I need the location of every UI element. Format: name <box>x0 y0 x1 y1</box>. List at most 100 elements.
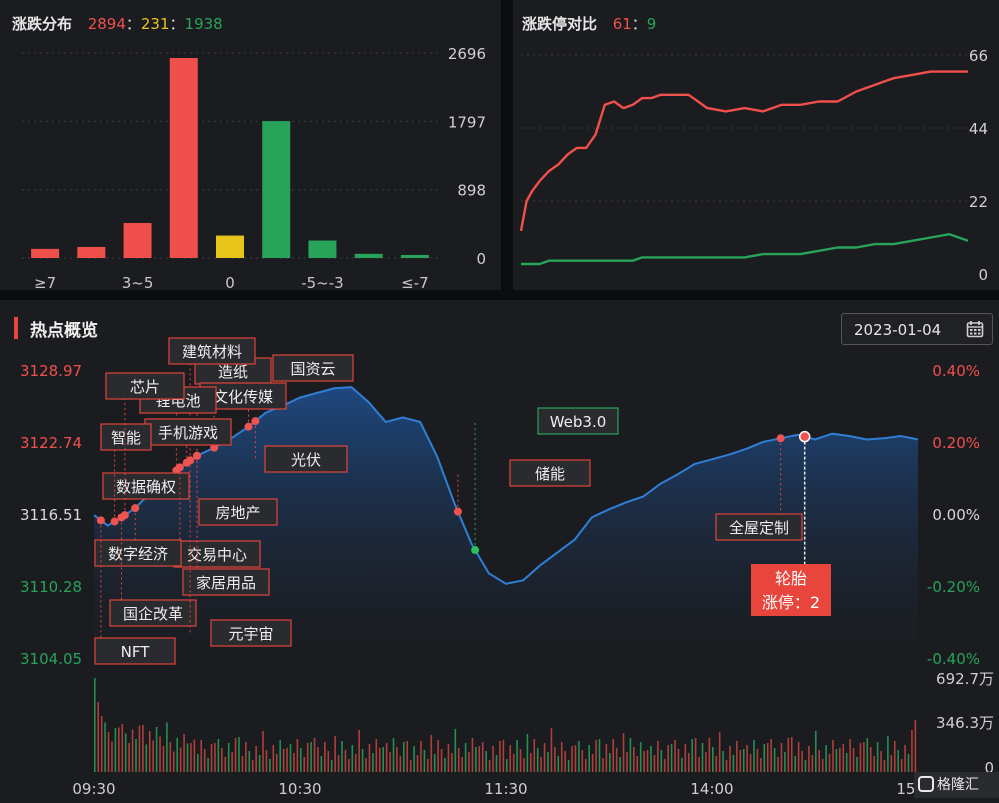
volume-bar <box>873 756 875 772</box>
volume-bar <box>193 739 196 772</box>
limit-up-down-panel: 涨跌停对比 61：9 0 22 44 66 <box>513 0 999 290</box>
down-count: 1938 <box>184 15 223 33</box>
event-label-box <box>264 445 348 473</box>
calendar-icon[interactable] <box>966 320 984 338</box>
volume-bar <box>502 740 505 772</box>
event-label-text: Web3.0 <box>550 413 607 431</box>
event-label-box <box>144 418 232 446</box>
volume-bar <box>615 748 618 772</box>
volume-bar <box>907 754 910 772</box>
volume-bar <box>354 754 357 772</box>
left-axis-label: 3116.51 <box>20 506 82 524</box>
volume-bar <box>385 743 388 772</box>
volume-tick-label: 346.3万 <box>936 714 994 732</box>
volume-bar <box>464 743 467 772</box>
event-label-text: 数据确权 <box>116 478 176 496</box>
volume-bar <box>358 730 360 772</box>
y-tick-label: 0 <box>978 266 988 284</box>
volume-bar <box>876 742 879 772</box>
y-tick-label: 44 <box>969 120 988 138</box>
event-dot <box>186 456 195 465</box>
volume-bar <box>560 742 563 772</box>
volume-bar <box>262 731 264 772</box>
volume-bar <box>166 722 168 772</box>
volume-bar <box>512 754 515 772</box>
volume-bar <box>749 754 752 772</box>
volume-bar <box>808 746 810 772</box>
volume-bar <box>100 716 103 772</box>
volume-bar <box>227 743 230 772</box>
volume-bar <box>900 759 903 772</box>
event-label-box <box>715 513 803 541</box>
volume-bar <box>547 752 549 772</box>
volume-bar <box>794 756 796 772</box>
distribution-title-row: 涨跌分布 2894：231：1938 <box>12 15 223 33</box>
volume-bar <box>571 746 573 772</box>
volume-bar <box>591 754 594 772</box>
left-axis-label: 3128.97 <box>20 362 82 380</box>
volume-bar <box>543 743 546 772</box>
right-axis-label: 0.00% <box>932 506 980 524</box>
volume-bar <box>540 757 542 772</box>
right-axis-label: -0.20% <box>927 578 980 596</box>
volume-bar <box>375 739 378 772</box>
volume-bar <box>804 760 807 772</box>
bar-3~5 <box>123 223 152 258</box>
volume-bar <box>190 743 192 772</box>
right-axis-label: -0.40% <box>927 650 980 668</box>
bar--5~-3 <box>308 240 337 258</box>
volume-bar <box>866 738 869 772</box>
volume-bar <box>821 759 824 772</box>
volume-bar <box>657 741 659 772</box>
x-tick-label: 10:30 <box>278 780 321 798</box>
volume-bar <box>509 745 512 772</box>
volume-bar <box>815 731 817 772</box>
x-tick-label: 11:30 <box>484 780 527 798</box>
volume-bar <box>423 750 426 772</box>
volume-bar <box>337 755 340 772</box>
volume-bar <box>880 751 882 772</box>
event-label-text: 全屋定制 <box>729 519 789 537</box>
event-label-box <box>210 619 292 647</box>
volume-bar <box>742 749 745 772</box>
flat-count: 231 <box>140 15 170 33</box>
volume-bar <box>457 748 460 772</box>
volume-bar <box>124 733 127 772</box>
volume-bar <box>739 750 742 772</box>
volume-bar <box>214 743 216 772</box>
volume-bar <box>131 729 134 772</box>
volume-bar <box>217 739 220 772</box>
volume-bar <box>145 744 148 772</box>
volume-bar <box>832 740 834 772</box>
right-axis-label: 0.40% <box>932 362 980 380</box>
volume-bar <box>550 728 553 772</box>
event-label-box <box>509 459 591 487</box>
volume-tick-label: 692.7万 <box>936 670 994 688</box>
limit-up-line <box>519 70 968 232</box>
event-label-text: 建筑材料 <box>182 343 242 361</box>
volume-bar <box>303 757 306 772</box>
event-dot <box>210 443 219 452</box>
volume-bar <box>773 748 776 772</box>
event-label-box <box>198 498 278 526</box>
event-label-text: 国企改革 <box>123 605 183 623</box>
distribution-title: 涨跌分布 <box>12 15 73 33</box>
hotspot-intraday-chart: 3128.97 0.40% 3122.74 0.20% 3116.51 0.00% 3110… <box>20 337 994 798</box>
volume-bar <box>646 750 649 772</box>
volume-bar <box>330 760 333 772</box>
volume-bar <box>605 744 608 772</box>
volume-bar <box>495 755 498 772</box>
volume-bar <box>265 750 268 772</box>
volume-bar <box>516 740 518 772</box>
event-label-text: 手机游戏 <box>158 424 218 442</box>
limit-ratio-line-chart: 0 22 44 66 <box>519 47 988 284</box>
watermark-text: 格隆汇 <box>937 777 979 793</box>
volume-bar <box>663 759 666 772</box>
volume-tick-label: 0 <box>984 759 994 777</box>
volume-bar <box>718 732 721 772</box>
volume-bar <box>845 753 848 772</box>
date-picker[interactable]: 2023-01-04 <box>841 313 993 345</box>
volume-bar <box>320 756 323 772</box>
volume-bar <box>334 736 336 772</box>
volume-bar <box>756 749 759 772</box>
